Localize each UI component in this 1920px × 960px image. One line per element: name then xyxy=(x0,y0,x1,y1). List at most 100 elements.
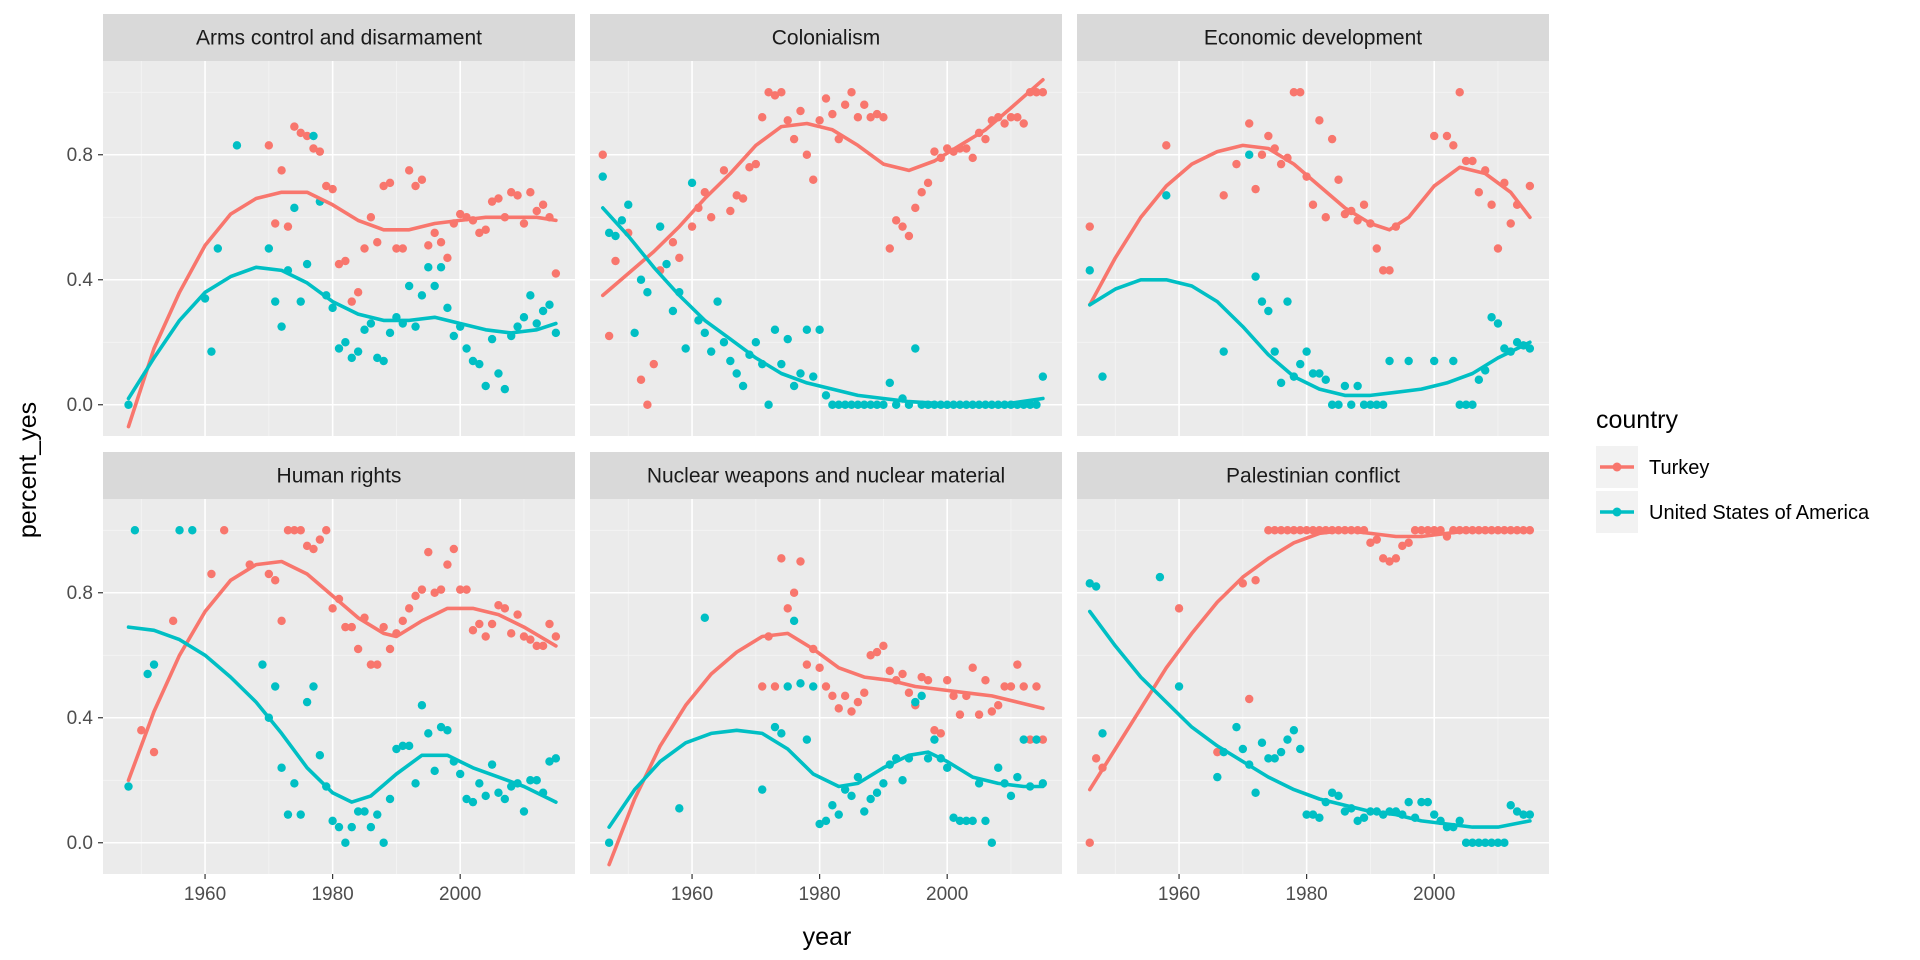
y-tick-label: 0.4 xyxy=(67,270,94,291)
point-turkey xyxy=(1378,554,1388,563)
panel-strip xyxy=(103,14,575,61)
point-united-states-of-america xyxy=(630,328,639,338)
point-turkey xyxy=(379,622,388,632)
point-united-states-of-america xyxy=(617,216,627,225)
point-turkey xyxy=(930,726,939,735)
point-turkey xyxy=(1378,266,1388,275)
point-united-states-of-america xyxy=(1308,810,1318,819)
point-turkey xyxy=(789,134,799,144)
point-united-states-of-america xyxy=(302,259,312,269)
point-turkey xyxy=(796,557,805,566)
point-united-states-of-america xyxy=(328,303,337,313)
point-united-states-of-america xyxy=(532,776,541,785)
point-turkey xyxy=(277,616,286,626)
point-turkey xyxy=(1385,266,1394,275)
point-united-states-of-america xyxy=(1461,838,1471,847)
point-turkey xyxy=(860,100,869,109)
point-united-states-of-america xyxy=(930,735,939,744)
point-united-states-of-america xyxy=(309,131,318,141)
point-united-states-of-america xyxy=(1359,400,1369,409)
point-united-states-of-america xyxy=(917,691,926,701)
point-united-states-of-america xyxy=(1302,347,1311,356)
point-united-states-of-america xyxy=(777,359,786,369)
point-turkey xyxy=(1308,200,1318,209)
point-turkey xyxy=(436,238,446,247)
point-turkey xyxy=(745,163,754,172)
point-united-states-of-america xyxy=(719,338,729,347)
point-united-states-of-america xyxy=(175,526,184,535)
y-tick-label: 0.8 xyxy=(67,145,93,166)
point-turkey xyxy=(1019,682,1028,691)
point-turkey xyxy=(936,729,946,738)
point-turkey xyxy=(1219,191,1228,200)
point-turkey xyxy=(974,710,984,719)
point-turkey xyxy=(942,676,952,685)
point-united-states-of-america xyxy=(1512,338,1522,347)
point-turkey xyxy=(649,359,658,369)
point-united-states-of-america xyxy=(1449,356,1458,366)
point-united-states-of-america xyxy=(994,763,1003,772)
point-turkey xyxy=(923,676,933,685)
point-united-states-of-america xyxy=(487,760,497,769)
point-turkey xyxy=(1085,222,1094,231)
point-united-states-of-america xyxy=(468,797,478,807)
point-turkey xyxy=(513,610,522,619)
point-united-states-of-america xyxy=(636,275,646,284)
point-turkey xyxy=(283,526,293,535)
point-united-states-of-america xyxy=(604,838,614,847)
point-united-states-of-america xyxy=(1315,813,1324,822)
point-turkey xyxy=(1251,576,1260,585)
point-united-states-of-america xyxy=(1385,356,1394,366)
x-tick-label: 2000 xyxy=(439,884,481,905)
point-turkey xyxy=(283,222,293,231)
point-turkey xyxy=(1321,213,1330,222)
point-united-states-of-america xyxy=(764,400,773,409)
point-turkey xyxy=(545,619,554,629)
point-turkey xyxy=(290,526,299,535)
panel-nuclear-weapons-and-nuclear-material: Nuclear weapons and nuclear material 1960… xyxy=(590,452,1062,905)
point-united-states-of-america xyxy=(834,810,843,819)
point-united-states-of-america xyxy=(700,328,710,338)
point-united-states-of-america xyxy=(392,744,401,754)
point-united-states-of-america xyxy=(911,697,920,707)
panel-arms-control-and-disarmament: Arms control and disarmament 0.0 0.4 0.8 xyxy=(67,14,575,436)
point-turkey xyxy=(1251,184,1260,194)
panel-strip xyxy=(1077,452,1549,499)
point-turkey xyxy=(271,219,280,228)
panel-title: Nuclear weapons and nuclear material xyxy=(647,465,1005,488)
point-united-states-of-america xyxy=(853,400,863,409)
point-united-states-of-america xyxy=(706,347,716,356)
point-turkey xyxy=(1019,119,1028,128)
point-united-states-of-america xyxy=(347,822,356,832)
point-turkey xyxy=(302,131,312,141)
point-turkey xyxy=(789,588,799,597)
panel-palestinian-conflict: Palestinian conflict 1960 1980 2000 xyxy=(1077,452,1549,905)
point-united-states-of-america xyxy=(1032,400,1041,409)
point-united-states-of-america xyxy=(1085,266,1094,275)
point-turkey xyxy=(519,219,529,228)
point-united-states-of-america xyxy=(1500,838,1509,847)
point-united-states-of-america xyxy=(481,791,490,801)
smooth-line-united-states-of-america xyxy=(1088,609,1532,829)
y-axis-title: percent_yes xyxy=(14,402,42,538)
point-turkey xyxy=(1032,682,1041,691)
point-united-states-of-america xyxy=(968,816,977,826)
point-united-states-of-america xyxy=(443,303,452,313)
point-turkey xyxy=(424,241,433,250)
point-turkey xyxy=(417,175,427,184)
point-turkey xyxy=(879,113,888,122)
point-turkey xyxy=(777,88,786,97)
x-tick-label: 1980 xyxy=(1285,884,1327,905)
point-turkey xyxy=(1257,150,1267,159)
point-united-states-of-america xyxy=(353,807,363,816)
point-turkey xyxy=(411,591,420,601)
point-turkey xyxy=(1296,526,1305,535)
point-turkey xyxy=(328,184,337,194)
point-turkey xyxy=(1302,526,1311,535)
legend: country Turkey United States of America xyxy=(1596,406,1870,533)
point-turkey xyxy=(834,704,843,713)
point-turkey xyxy=(1174,604,1184,613)
point-united-states-of-america xyxy=(1429,356,1439,366)
legend-title: country xyxy=(1596,406,1678,434)
point-turkey xyxy=(1429,131,1439,141)
